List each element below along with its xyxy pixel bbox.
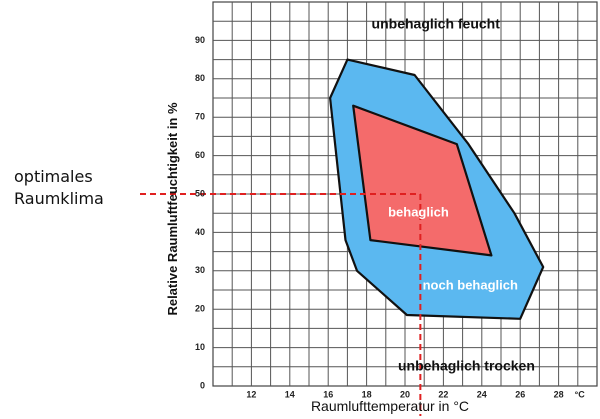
y-tick-label: 30 xyxy=(195,265,205,275)
chart-grid xyxy=(212,1,598,387)
y-tick-label: 0 xyxy=(200,380,205,390)
zone-labels: unbehaglich feucht behaglich noch behaglic… xyxy=(0,0,535,374)
y-tick-label: 60 xyxy=(195,150,205,160)
x-tick-label: 24 xyxy=(477,389,487,399)
y-tick-label: 90 xyxy=(195,35,205,45)
zone-label-unbehaglich-feucht: unbehaglich feucht xyxy=(372,16,501,32)
x-unit-tick-label: °C xyxy=(575,389,586,399)
x-tick-label: 22 xyxy=(438,389,448,399)
zone-label-background xyxy=(0,0,2,1)
annotation-line-raumklima: Raumklima xyxy=(14,189,104,208)
y-tick-label: 50 xyxy=(195,188,205,198)
reference-lines xyxy=(140,193,422,416)
tick-labels: 0 10 20 30 40 50 60 70 80 90 12 14 16 18 20 22 24 26 28 °C xyxy=(195,35,585,400)
y-tick-label: 20 xyxy=(195,304,205,314)
x-tick-label: 28 xyxy=(554,389,564,399)
optimal-climate-annotation: optimales Raumklima xyxy=(14,167,104,208)
x-tick-label: 20 xyxy=(400,389,410,399)
x-tick-label: 26 xyxy=(515,389,525,399)
y-tick-label: 10 xyxy=(195,342,205,352)
annotation-line-optimales: optimales xyxy=(14,167,93,186)
zone-label-behaglich: behaglich xyxy=(388,205,449,220)
axis-labels: Raumlufttemperatur in °C Relative Raumluf… xyxy=(165,102,469,414)
y-axis-label: Relative Raumluftfeuchtigkeit in % xyxy=(165,102,180,316)
zone-label-noch-behaglich: noch behaglich xyxy=(423,278,518,293)
zone-label-unbehaglich-trocken: unbehaglich trocken xyxy=(398,358,535,374)
comfort-regions xyxy=(329,58,545,320)
y-tick-label: 80 xyxy=(195,73,205,83)
x-tick-label: 16 xyxy=(323,389,333,399)
region-behaglich xyxy=(352,104,493,257)
y-tick-label: 70 xyxy=(195,112,205,122)
x-axis-label: Raumlufttemperatur in °C xyxy=(311,398,469,414)
x-tick-label: 14 xyxy=(285,389,295,399)
x-tick-label: 12 xyxy=(246,389,256,399)
x-tick-label: 18 xyxy=(362,389,372,399)
y-tick-label: 40 xyxy=(195,227,205,237)
